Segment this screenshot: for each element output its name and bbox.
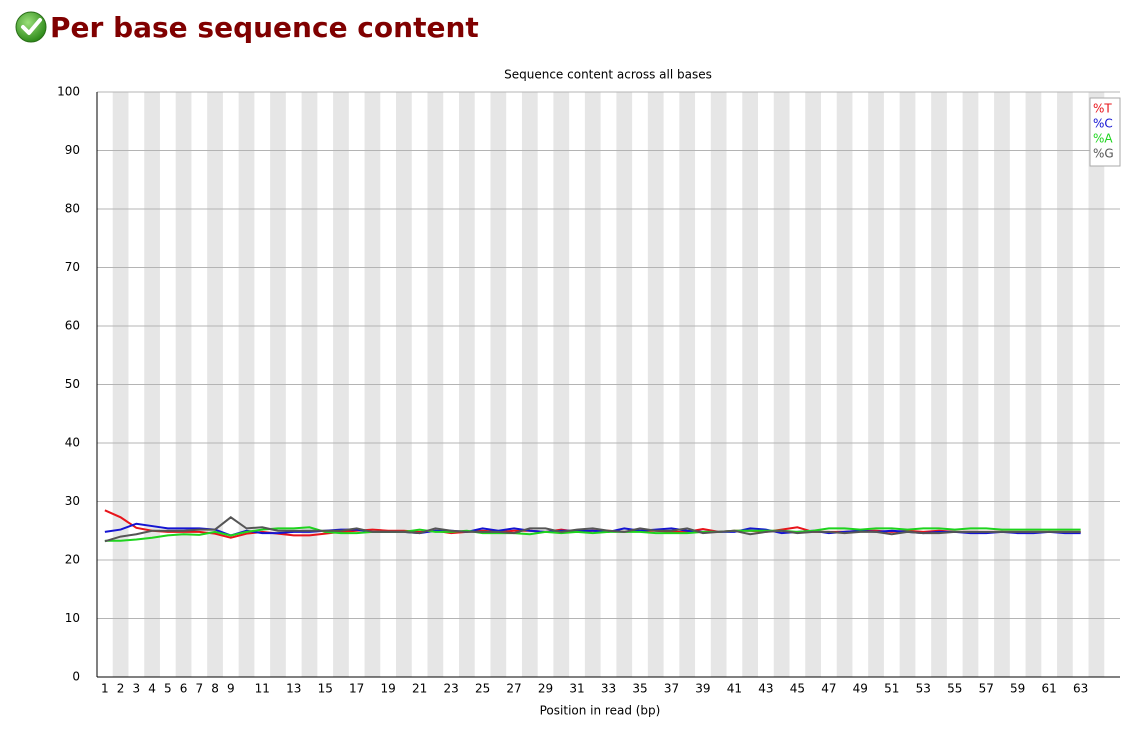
x-tick-label: 25 (475, 682, 490, 696)
x-tick-label: 19 (381, 682, 396, 696)
x-tick-label: 13 (286, 682, 301, 696)
x-tick-label: 6 (180, 682, 188, 696)
x-tick-label: 63 (1073, 682, 1088, 696)
x-tick-label: 61 (1042, 682, 1057, 696)
legend-box (1089, 97, 1121, 167)
x-tick-label: 43 (758, 682, 773, 696)
x-tick-label: 3 (133, 682, 141, 696)
y-tick-label: 10 (65, 611, 80, 625)
x-tick-label: 33 (601, 682, 616, 696)
y-tick-label: 30 (65, 494, 80, 508)
y-tick-label: 0 (72, 670, 80, 684)
x-tick-label: 35 (632, 682, 647, 696)
x-tick-label: 11 (255, 682, 270, 696)
x-tick-label: 59 (1010, 682, 1025, 696)
y-tick-label: 20 (65, 553, 80, 567)
chart-title: Sequence content across all bases (504, 68, 712, 82)
section-header: Per base sequence content (14, 4, 479, 50)
x-tick-label: 47 (821, 682, 836, 696)
x-tick-label: 7 (195, 682, 203, 696)
x-tick-label: 55 (947, 682, 962, 696)
x-axis-label: Position in read (bp) (540, 704, 661, 718)
series-line (104, 516, 1081, 543)
x-tick-label: 37 (664, 682, 679, 696)
legend-entry: %C (1093, 117, 1113, 131)
legend-entry: %G (1093, 147, 1114, 161)
x-tick-label: 41 (727, 682, 742, 696)
x-tick-label: 49 (853, 682, 868, 696)
x-tick-label: 51 (884, 682, 899, 696)
legend-entry: %T (1093, 102, 1112, 116)
x-tick-label: 57 (979, 682, 994, 696)
x-tick-label: 9 (227, 682, 235, 696)
x-tick-label: 29 (538, 682, 553, 696)
x-tick-label: 17 (349, 682, 364, 696)
y-tick-label: 70 (65, 260, 80, 274)
y-tick-label: 90 (65, 143, 80, 157)
y-tick-label: 100 (57, 85, 80, 99)
y-tick-label: 60 (65, 319, 80, 333)
section-title: Per base sequence content (50, 10, 479, 44)
x-tick-label: 1 (101, 682, 109, 696)
x-tick-label: 5 (164, 682, 172, 696)
x-tick-label: 23 (443, 682, 458, 696)
x-tick-label: 53 (916, 682, 931, 696)
legend-entry: %A (1093, 132, 1113, 146)
x-tick-label: 21 (412, 682, 427, 696)
pass-icon (15, 11, 47, 43)
x-tick-label: 15 (318, 682, 333, 696)
y-tick-label: 50 (65, 377, 80, 391)
x-tick-label: 27 (506, 682, 521, 696)
x-tick-label: 45 (790, 682, 805, 696)
y-tick-label: 40 (65, 436, 80, 450)
x-tick-label: 2 (117, 682, 125, 696)
x-tick-label: 39 (695, 682, 710, 696)
x-tick-label: 8 (211, 682, 219, 696)
y-tick-label: 80 (65, 202, 80, 216)
x-tick-label: 31 (569, 682, 584, 696)
x-tick-label: 4 (148, 682, 156, 696)
